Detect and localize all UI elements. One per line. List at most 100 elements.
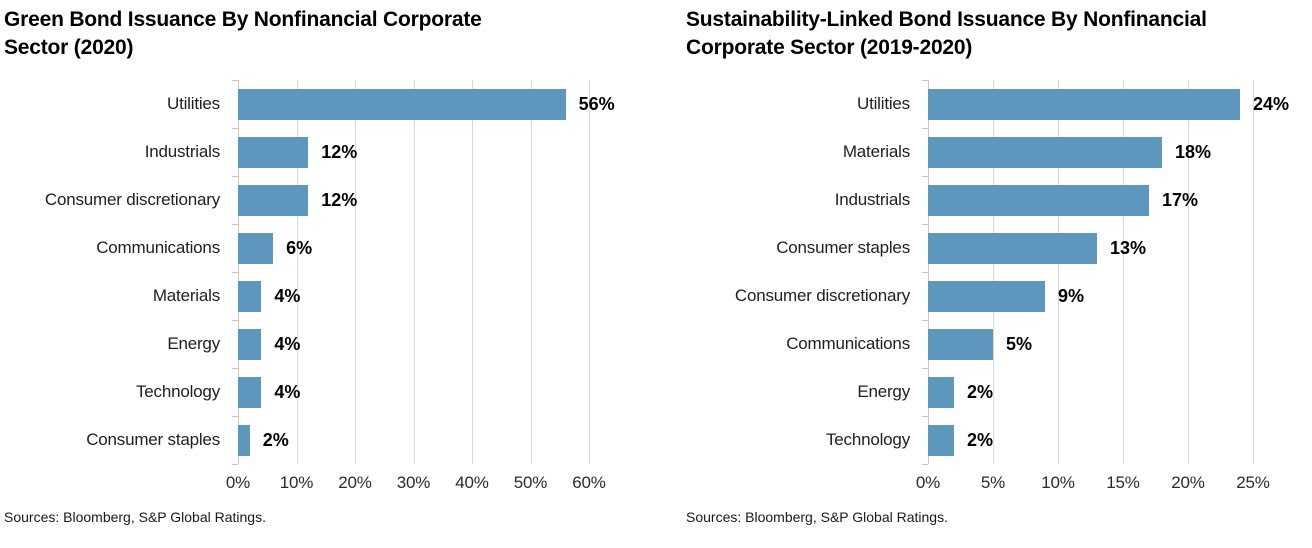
gridline — [530, 80, 532, 464]
x-tick-label: 15% — [1106, 473, 1140, 492]
category-label-technology: Technology — [135, 382, 220, 401]
plot-area: 56% 12% 12% 6% 4% 4% 4% 2% — [232, 80, 615, 465]
gridline — [1058, 80, 1059, 464]
source-note: Sources: Bloomberg, S&P Global Ratings. — [4, 509, 266, 525]
plot-area: 24% 18% 17% 13% 9% 5% 2% 2% — [922, 80, 1289, 465]
value-label-industrials: 17% — [1162, 190, 1199, 210]
x-tick-label: 30% — [396, 473, 431, 492]
y-axis-line — [928, 80, 929, 464]
y-axis-tick — [922, 176, 928, 177]
x-tick-label: 40% — [455, 473, 489, 492]
x-tick-label: 25% — [1236, 473, 1270, 492]
category-label-consumer-discretionary: Consumer discretionary — [734, 286, 910, 305]
gridline — [993, 80, 994, 464]
bar-consumer-discretionary — [928, 280, 1045, 312]
category-label-energy: Energy — [857, 382, 910, 401]
category-label-utilities: Utilities — [857, 94, 910, 113]
y-axis-tick — [232, 176, 238, 177]
category-label-materials: Materials — [152, 286, 220, 305]
value-label-communications: 6% — [286, 238, 313, 258]
y-axis-tick — [232, 320, 238, 321]
gridline — [413, 80, 415, 464]
y-axis-tick — [232, 464, 238, 465]
bar-materials — [928, 136, 1162, 168]
chart-title: Green Bond Issuance By Nonfinancial Corp… — [4, 8, 482, 59]
y-axis-tick — [922, 320, 928, 321]
x-tick-label: 0% — [915, 473, 941, 492]
value-label-technology: 2% — [967, 430, 994, 450]
bar-utilities — [238, 88, 566, 120]
category-label-industrials: Industrials — [144, 142, 220, 161]
value-label-utilities: 56% — [578, 94, 615, 114]
y-axis-tick — [232, 128, 238, 129]
chart-sustainability-linked-bond-issuance: Sustainability-Linked Bond Issuance By N… — [656, 0, 1312, 548]
bar-industrials — [238, 136, 309, 168]
category-label-energy: Energy — [167, 334, 220, 353]
value-label-consumer-discretionary: 9% — [1058, 286, 1085, 306]
category-label-materials: Materials — [842, 142, 910, 161]
value-label-energy: 2% — [967, 382, 994, 402]
x-tick-label: 50% — [513, 473, 548, 492]
value-label-consumer-staples: 2% — [262, 430, 289, 450]
category-label-consumer-staples: Consumer staples — [776, 238, 910, 257]
y-axis-tick — [232, 368, 238, 369]
y-axis-tick — [232, 272, 238, 273]
bar-consumer-staples — [928, 232, 1097, 264]
y-axis-line — [238, 80, 239, 464]
chart-title: Sustainability-Linked Bond Issuance By N… — [686, 8, 1207, 59]
bar-energy — [928, 376, 954, 408]
gridline — [472, 80, 473, 464]
x-tick-label: 5% — [980, 473, 1006, 492]
y-axis-tick — [922, 80, 928, 81]
y-axis-tick — [232, 80, 238, 81]
value-label-industrials: 12% — [321, 142, 358, 162]
gridline — [1123, 80, 1124, 464]
y-axis-tick — [922, 464, 928, 465]
y-axis-tick — [232, 224, 238, 225]
bar-industrials — [928, 184, 1149, 216]
category-label-technology: Technology — [825, 430, 910, 449]
bar-communications — [238, 232, 274, 264]
gridline — [1253, 80, 1254, 464]
y-axis-tick — [922, 416, 928, 417]
gridline — [589, 80, 590, 464]
value-label-energy: 4% — [274, 334, 301, 354]
y-axis-tick — [922, 224, 928, 225]
gridline — [296, 80, 298, 464]
x-tick-label: 60% — [572, 473, 606, 492]
category-label-utilities: Utilities — [167, 94, 220, 113]
y-axis-tick — [922, 128, 928, 129]
gridline — [1188, 80, 1189, 464]
value-label-communications: 5% — [1006, 334, 1033, 354]
x-tick-label: 0% — [225, 473, 251, 492]
y-axis-tick — [922, 368, 928, 369]
x-tick-label: 10% — [1041, 473, 1075, 492]
bar-consumer-staples — [238, 424, 250, 456]
value-label-consumer-discretionary: 12% — [321, 190, 358, 210]
category-label-consumer-staples: Consumer staples — [86, 430, 220, 449]
bar-technology — [928, 424, 954, 456]
value-label-materials: 18% — [1175, 142, 1212, 162]
x-tick-label: 20% — [1171, 473, 1205, 492]
bar-consumer-discretionary — [238, 184, 309, 216]
category-label-communications: Communications — [96, 238, 220, 257]
x-tick-label: 10% — [279, 473, 314, 492]
value-label-materials: 4% — [274, 286, 301, 306]
y-axis-tick — [922, 272, 928, 273]
category-label-industrials: Industrials — [834, 190, 910, 209]
bar-communications — [928, 328, 993, 360]
y-axis-tick — [232, 416, 238, 417]
source-note: Sources: Bloomberg, S&P Global Ratings. — [686, 509, 948, 525]
bar-utilities — [928, 88, 1240, 120]
bar-materials — [238, 280, 262, 312]
category-label-communications: Communications — [786, 334, 910, 353]
value-label-consumer-staples: 13% — [1110, 238, 1147, 258]
bar-energy — [238, 328, 262, 360]
value-label-utilities: 24% — [1253, 94, 1290, 114]
category-label-consumer-discretionary: Consumer discretionary — [44, 190, 220, 209]
chart-green-bond-issuance: Green Bond Issuance By Nonfinancial Corp… — [4, 8, 615, 525]
gridline — [355, 80, 356, 464]
x-tick-label: 20% — [338, 473, 372, 492]
bar-technology — [238, 376, 262, 408]
